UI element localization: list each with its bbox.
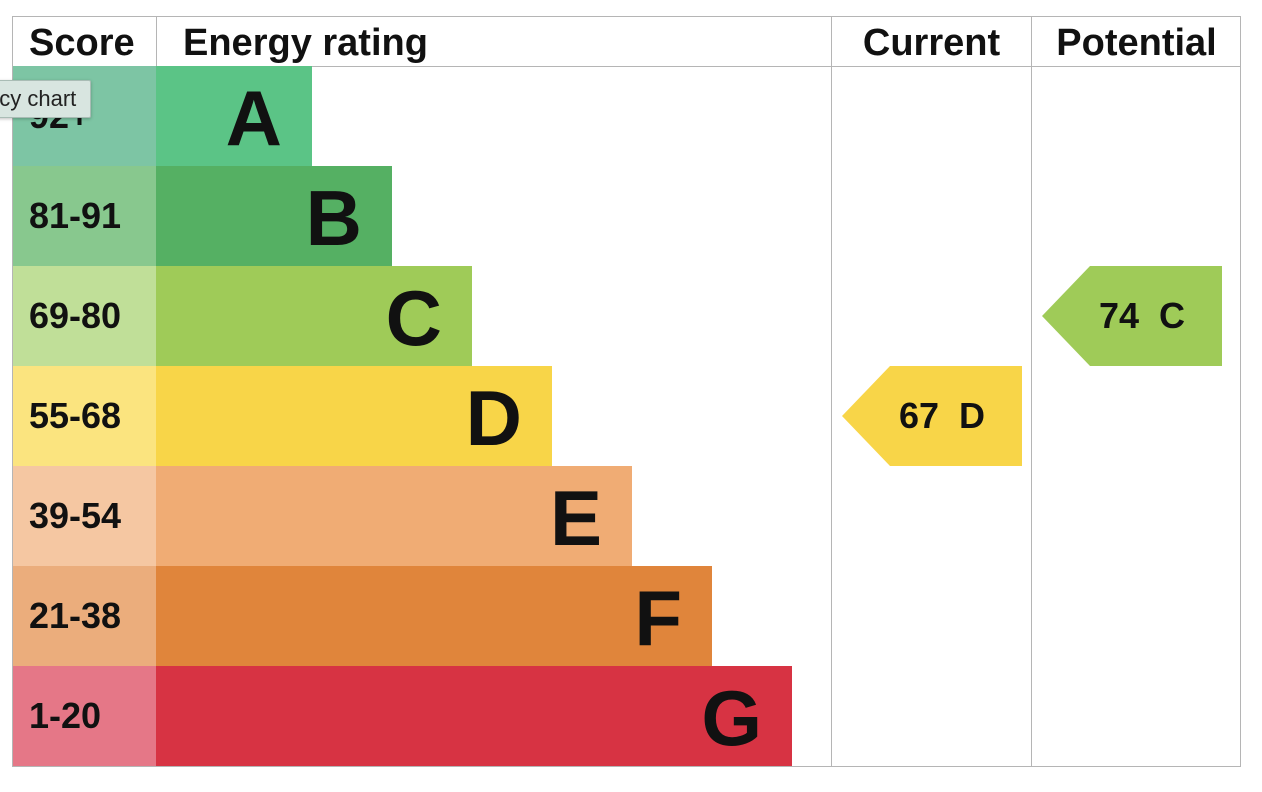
band-bar-c: C [156,266,472,366]
energy-rating-header: Energy rating [183,22,428,64]
potential-rating-label: 74 C [1098,295,1186,336]
score-header: Score [29,22,135,64]
potential-column-divider [1031,16,1032,767]
band-letter-a: A [225,74,282,162]
score-range-d: 55-68 [13,366,156,466]
current-column-divider [831,16,832,767]
potential-header: Potential [1056,22,1217,64]
band-bar-b: B [156,166,392,266]
current-rating-label: 67 D [898,395,986,436]
band-bar-e: E [156,466,632,566]
band-bar-g: G [156,666,792,766]
current-arrow-shape [842,366,1022,466]
band-letter-g: G [701,674,762,762]
score-range-b: 81-91 [13,166,156,266]
chart-frame [12,16,1241,767]
score-range-c: 69-80 [13,266,156,366]
score-range-e: 39-54 [13,466,156,566]
band-letter-c: C [385,274,442,362]
band-letter-e: E [549,474,602,562]
potential-arrow-shape [1042,266,1222,366]
band-bar-f: F [156,566,712,666]
current-header: Current [862,22,1001,64]
band-letter-d: D [465,374,522,462]
band-bar-d: D [156,366,552,466]
score-range-f: 21-38 [13,566,156,666]
tooltip: ncy chart [0,80,92,118]
potential-rating-arrow: 74 C [1042,266,1222,366]
band-bar-a: A [156,66,312,166]
band-letter-f: F [634,574,682,662]
band-letter-b: B [305,174,362,262]
score-range-g: 1-20 [13,666,156,766]
current-rating-arrow: 67 D [842,366,1022,466]
header-divider [12,66,1241,67]
